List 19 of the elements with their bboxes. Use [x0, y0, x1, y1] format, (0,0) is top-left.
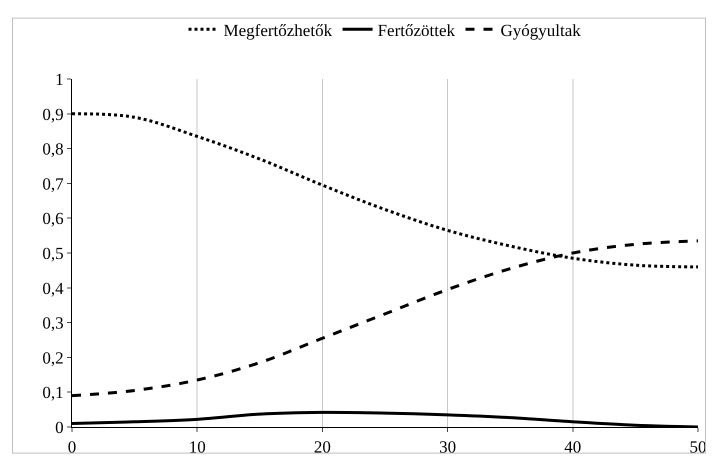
y-tick-label: 1 [55, 70, 64, 89]
y-tick-label: 0,3 [42, 314, 64, 333]
x-tick-label: 10 [188, 437, 206, 456]
y-tick-label: 0,9 [42, 104, 64, 124]
y-tick-label: 0,2 [42, 348, 64, 368]
x-tick-label: 40 [564, 437, 582, 456]
y-tick-label: 0 [55, 418, 64, 437]
x-tick-label: 0 [68, 437, 76, 456]
x-tick-label: 20 [314, 437, 331, 456]
x-tick-label: 30 [439, 437, 456, 456]
y-tick-label: 0,6 [42, 209, 64, 228]
y-tick-label: 0,4 [42, 278, 64, 298]
y-tick-label: 0,7 [42, 174, 64, 194]
legend-label: Gyógyultak [500, 20, 582, 40]
legend-label: Fertőzöttek [378, 20, 456, 40]
y-tick-label: 0,8 [42, 140, 64, 159]
y-tick-label: 0,1 [42, 383, 64, 402]
legend-label: Megfertőzhetők [224, 20, 333, 40]
y-tick-label: 0,5 [42, 244, 64, 263]
